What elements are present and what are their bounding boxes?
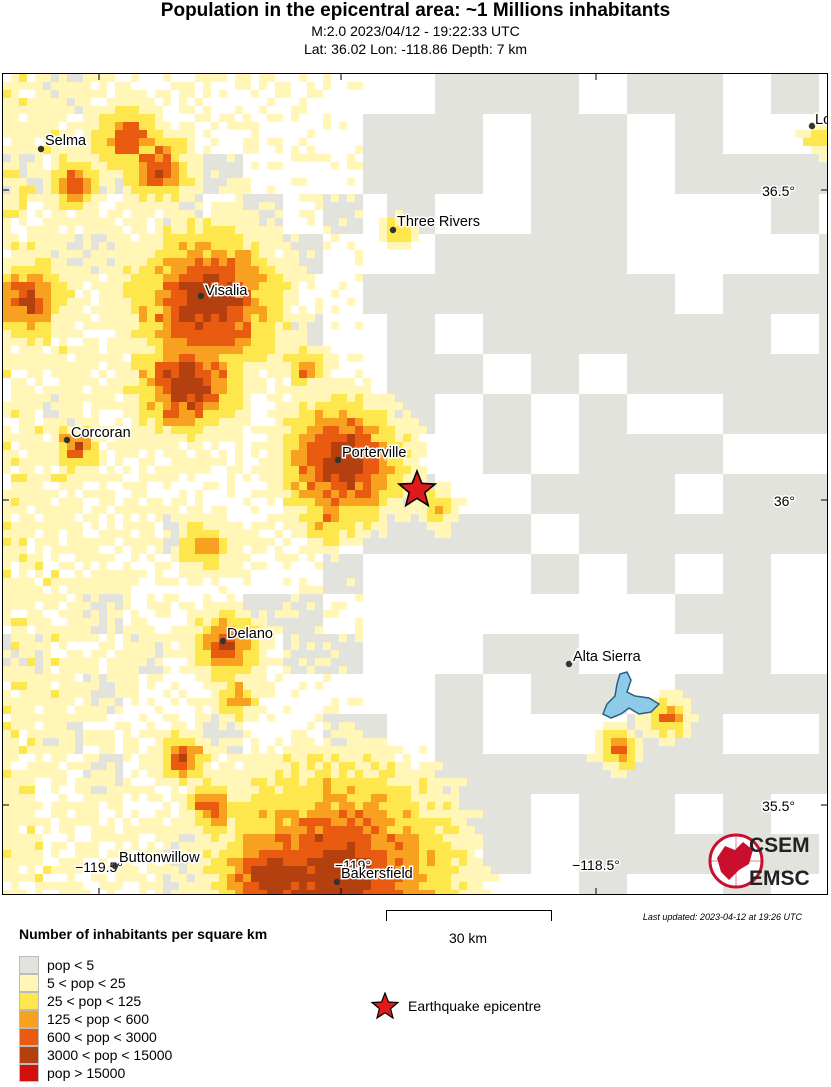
legend-swatch [19,1046,39,1064]
longitude-labels: −119.5° −119° −118.5° [74,856,622,877]
city-marker[interactable]: Delano [219,625,274,645]
city-marker[interactable]: Porterville [334,444,408,464]
legend-label: pop > 15000 [47,1065,126,1081]
city-marker[interactable]: Buttonwillow [111,849,202,870]
lat-label: 36° [774,493,795,509]
event-info: M:2.0 2023/04/12 - 19:22:33 UTC [311,23,520,39]
city-markers: Selma Three Rivers Visalia Corcoran Port… [37,111,827,886]
legend-swatch [19,992,39,1010]
legend-swatch [19,1010,39,1028]
city-label: Buttonwillow [119,850,200,866]
legend-swatch [19,956,39,974]
emsc-logo: CSEM EMSC [708,833,810,890]
legend-item: 125 < pop < 600 [19,1010,149,1028]
city-marker[interactable]: Selma [37,132,89,153]
city-label: Alta Sierra [573,649,642,665]
lat-label: 36.5° [762,183,795,199]
lon-label: −118.5° [572,857,620,873]
population-map[interactable]: 36.5° 36° 35.5° −119.5° −119° −118.5° Se… [2,73,828,895]
epicentre-star-icon[interactable] [396,468,438,508]
legend-label: pop < 5 [47,957,95,973]
city-label: Visalia [205,283,248,299]
legend-swatch [19,1028,39,1046]
legend-label: 5 < pop < 25 [47,975,126,991]
lon-label: −119° [335,857,371,873]
event-location: Lat: 36.02 Lon: -118.86 Depth: 7 km [303,41,528,57]
coordinate-grid [3,74,827,894]
legend-item: 25 < pop < 125 [19,992,141,1010]
city-label: Corcoran [71,425,131,441]
legend-title: Number of inhabitants per square km [19,926,268,942]
city-marker[interactable]: Visalia [197,282,250,301]
star-icon [370,992,400,1020]
legend-swatch [19,1064,39,1082]
city-marker[interactable]: Bakersfield [333,865,414,886]
city-marker[interactable]: Three Rivers [389,213,482,234]
logo-emsc: EMSC [749,867,810,890]
legend-swatch [19,974,39,992]
legend-label: 125 < pop < 600 [47,1011,149,1027]
city-label: Selma [45,133,87,149]
legend-item: pop < 5 [19,956,94,974]
lake-isabella [602,671,661,719]
scale-bar [386,910,552,921]
logo-csem: CSEM [749,834,810,857]
epicentre-legend-label: Earthquake epicentre [408,998,542,1014]
city-label: Porterville [342,445,406,461]
legend-item: 600 < pop < 3000 [19,1028,157,1046]
last-updated: Last updated: 2023-04-12 at 19:26 UTC [642,912,802,922]
map-title: Population in the epicentral area: ~1 Mi… [160,0,671,21]
city-label: Three Rivers [397,214,480,230]
map-canvas: 36.5° 36° 35.5° −119.5° −119° −118.5° Se… [3,74,827,894]
epicentre-legend: Earthquake epicentre [370,992,541,1020]
lon-label: −119.5° [75,859,123,875]
latitude-labels: 36.5° 36° 35.5° [761,182,797,816]
legend-label: 600 < pop < 3000 [47,1029,157,1045]
legend-item: 3000 < pop < 15000 [19,1046,172,1064]
city-label: Delano [227,626,273,642]
population-raster [3,74,827,894]
legend-label: 25 < pop < 125 [47,993,142,1009]
scale-label: 30 km [448,930,488,946]
city-marker[interactable]: Alta Sierra [565,648,643,668]
legend-label: 3000 < pop < 15000 [47,1047,173,1063]
city-label: Lo [815,112,827,128]
legend-item: 5 < pop < 25 [19,974,126,992]
city-marker[interactable]: Lo [808,111,827,130]
lat-label: 35.5° [762,798,795,814]
city-marker[interactable]: Corcoran [63,424,132,444]
city-label: Bakersfield [341,866,413,882]
legend-item: pop > 15000 [19,1064,125,1082]
